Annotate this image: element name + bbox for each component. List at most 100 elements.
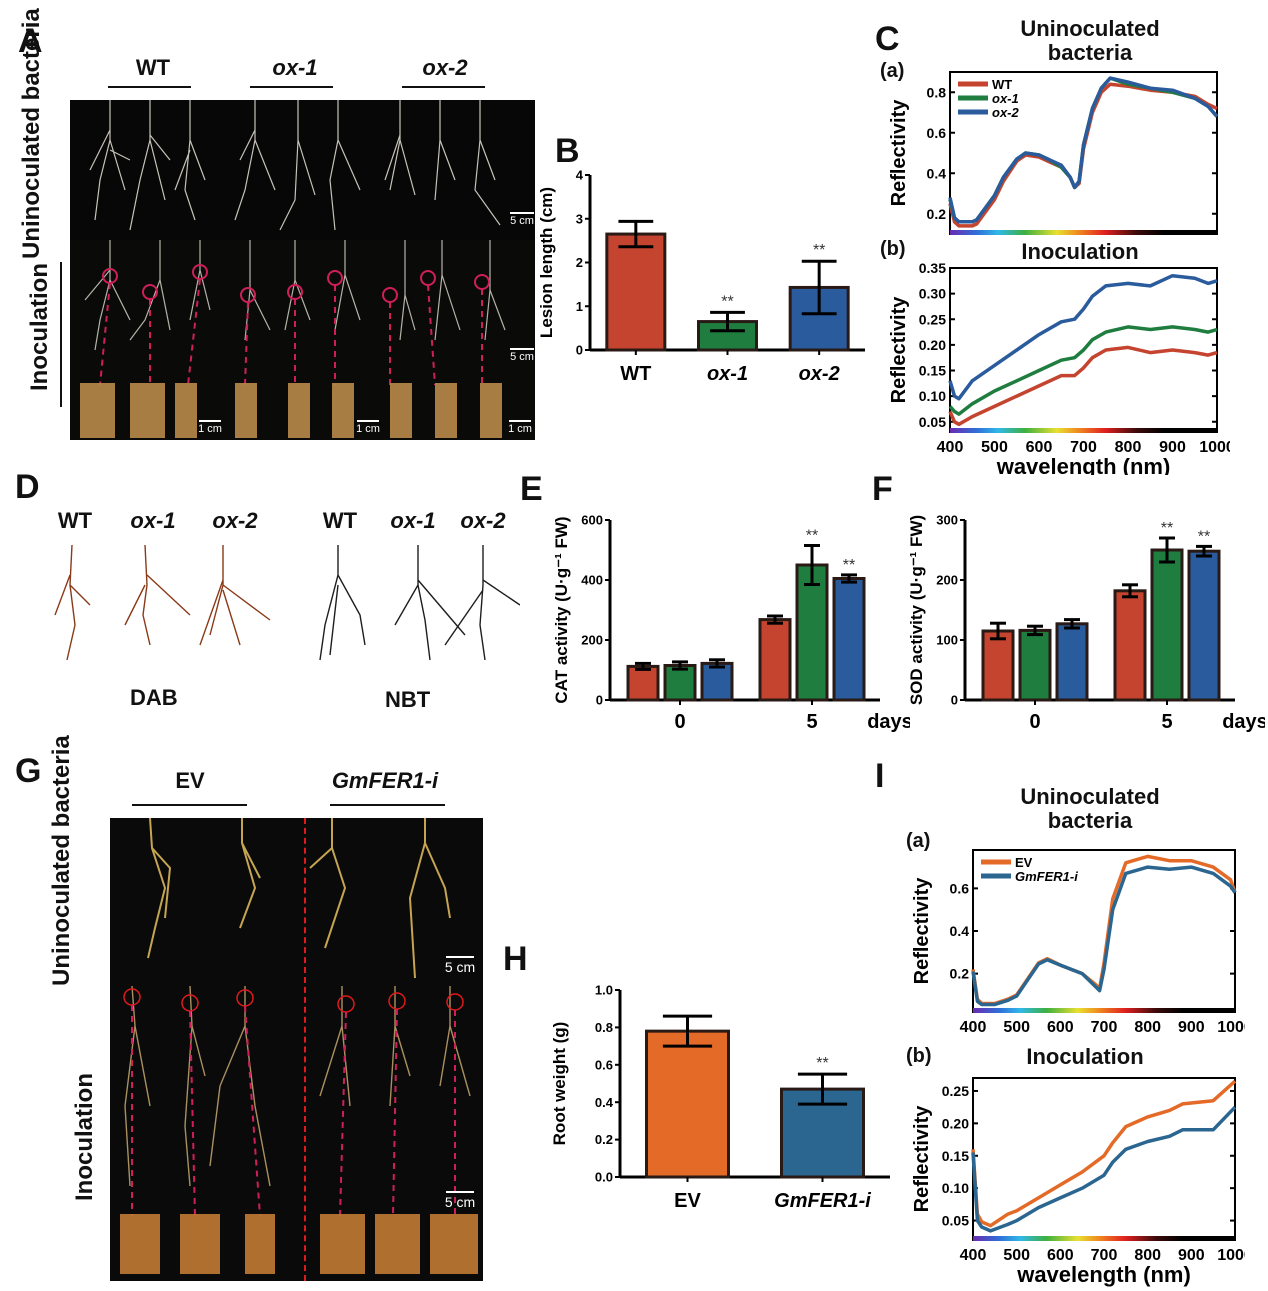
x-tick-label: 5 [1161, 711, 1172, 733]
y-tick-label: 3 [576, 211, 583, 226]
y-tick-label: 0.4 [927, 165, 947, 181]
row-label-inoculation: Inoculation [71, 1073, 98, 1201]
x-tick-label: 700 [1070, 439, 1097, 456]
y-axis-label: Reflectivity [911, 1105, 933, 1213]
nbt-label-ox1: ox-1 [390, 508, 436, 533]
row-divider [60, 262, 62, 407]
scale-bar-5cm: 5 cm [510, 212, 534, 227]
group-label-ev: EV [175, 768, 205, 793]
series-line-ox-1 [948, 325, 1218, 416]
chart-h-root-weight: 0.0 0.2 0.4 0.6 0.8 1.0 Root weight (g) EV GmFER… [550, 983, 890, 1212]
x-tick-label: WT [620, 363, 651, 385]
panel-label-g: G [15, 752, 42, 790]
roots-illustration [80, 240, 506, 438]
legend-label: ox-2 [992, 105, 1020, 120]
y-tick-label: 1 [576, 299, 583, 314]
x-tick-label: ox-2 [799, 363, 840, 385]
y-tick-label: 0.0 [595, 1170, 613, 1185]
y-tick-label: 0.8 [595, 1020, 613, 1035]
y-tick-label: 0.6 [950, 880, 970, 896]
y-axis-label: Root weight (g) [550, 1022, 569, 1146]
y-tick-label: 100 [936, 633, 958, 648]
x-tick-label: 800 [1134, 1019, 1161, 1036]
y-tick-label: 300 [936, 513, 958, 528]
x-tick-label: ox-1 [707, 363, 748, 385]
y-axis-label: CAT activity (U·g⁻¹ FW) [552, 516, 571, 703]
roots-illustration [89, 100, 501, 231]
dab-label-wt: WT [57, 508, 93, 533]
x-tick-label: 1000 [1217, 1019, 1245, 1036]
group-label-gmfer1i: GmFER1-i [331, 768, 439, 793]
bar [981, 629, 1015, 702]
photo-g-inoculation: 5 cm [110, 986, 483, 1281]
y-tick-label: 0.2 [927, 206, 947, 222]
wavelength-color-strip [973, 1236, 1235, 1241]
series-line-ox-2 [948, 76, 1219, 224]
x-tick-label: 500 [1003, 1247, 1030, 1264]
x-tick-label: 800 [1134, 1247, 1161, 1264]
y-tick-label: 200 [936, 573, 958, 588]
x-tick-label: 400 [960, 1019, 987, 1036]
series-line-wt [948, 345, 1218, 427]
y-axis-label: Reflectivity [911, 877, 933, 985]
group-label-ox1: ox-1 [272, 55, 318, 80]
group-label-ox2: ox-2 [422, 55, 468, 80]
y-tick-label: 0.15 [919, 363, 946, 379]
y-tick-label: 0.25 [942, 1083, 969, 1099]
y-tick-label: 2 [576, 255, 583, 270]
y-tick-label: 0.10 [919, 388, 946, 404]
y-axis-label: Reflectivity [888, 296, 910, 404]
x-tick-label: 400 [937, 439, 964, 456]
y-tick-label: 400 [581, 573, 603, 588]
chart-ca-title: Uninoculated bacteria [1020, 16, 1160, 65]
row-label-text: Uninoculated bacteria [18, 8, 45, 259]
photo-a-uninoculated: 5 cm [70, 100, 535, 240]
y-tick-label: 0.2 [595, 1132, 613, 1147]
y-tick-label: 0.30 [919, 286, 946, 302]
scale-bar-5cm: 5 cm [510, 348, 534, 363]
x-tick-label: 1000 [1217, 1247, 1245, 1264]
panel-label-f: F [872, 470, 893, 508]
panel-label-i: I [875, 757, 885, 795]
bar [1055, 622, 1089, 702]
bar [1018, 628, 1052, 702]
panel-label-e: E [520, 470, 543, 508]
x-tick-label: 400 [960, 1247, 987, 1264]
group-underline [108, 86, 191, 88]
x-tick-label: 1000 [1199, 439, 1230, 456]
bar [605, 232, 667, 352]
y-tick-label: 0 [576, 343, 583, 358]
significance-marker: ** [816, 1055, 828, 1072]
y-tick-label: 1.0 [595, 983, 613, 998]
stained-roots-illustration [54, 545, 520, 661]
chart-ia-sublabel: (a) [906, 830, 931, 852]
chart-ib-title: Inoculation [1026, 1044, 1144, 1069]
x-tick-label: 500 [1003, 1019, 1030, 1036]
legend-label: GmFER1-i [1015, 869, 1078, 884]
y-tick-label: 0.15 [942, 1148, 969, 1164]
y-tick-label: 0.10 [942, 1180, 969, 1196]
bar [663, 664, 697, 702]
photo-g-uninoculated: 5 cm [110, 818, 483, 986]
x-tick-label: 0 [674, 711, 685, 733]
x-tick-label: 700 [1091, 1247, 1118, 1264]
y-tick-label: 0.20 [919, 337, 946, 353]
bar [832, 577, 866, 702]
series-line-ev [971, 1079, 1237, 1228]
chart-ca-sublabel: (a) [880, 60, 905, 82]
significance-marker: ** [721, 293, 733, 310]
y-tick-label: 0.2 [950, 966, 970, 982]
x-tick-label: 700 [1091, 1019, 1118, 1036]
y-tick-label: 600 [581, 513, 603, 528]
group-underline [132, 804, 247, 806]
y-tick-label: 200 [581, 633, 603, 648]
x-tick-label: 900 [1159, 439, 1186, 456]
significance-marker: ** [806, 528, 818, 545]
stain-label-nbt: NBT [385, 687, 431, 712]
scale-bar-1cm: 1 cm [505, 420, 535, 435]
bar [758, 618, 792, 702]
y-tick-label: 0.4 [595, 1095, 614, 1110]
significance-marker: ** [843, 557, 855, 574]
chart-ib-reflectivity: 0.05 0.10 0.15 0.20 0.25 Reflectivity 400 500 60… [911, 1077, 1245, 1287]
row-label-uninoculated: Uninoculated bacteria [48, 735, 101, 986]
